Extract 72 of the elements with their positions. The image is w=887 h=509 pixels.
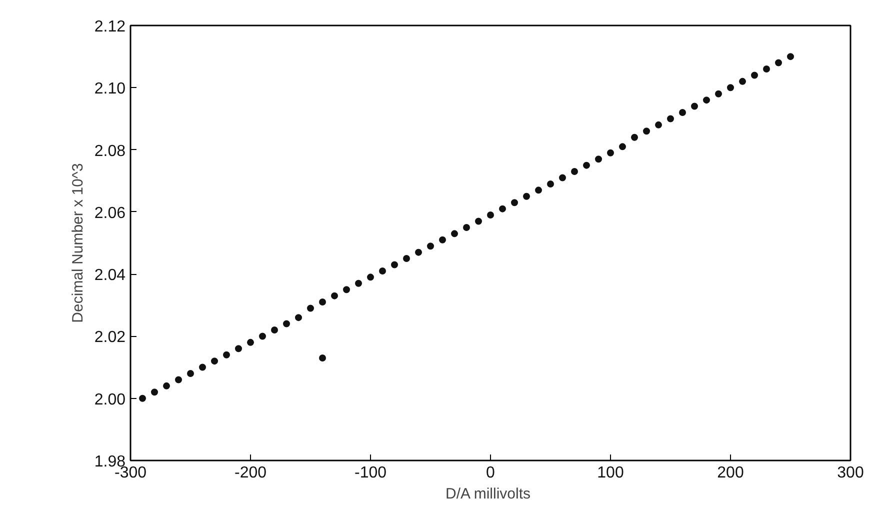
x-tick-label: 200 <box>717 464 744 482</box>
point <box>427 242 434 250</box>
point <box>283 320 290 328</box>
point <box>271 326 278 334</box>
point <box>679 109 686 116</box>
point <box>211 358 218 365</box>
point <box>415 248 422 256</box>
point <box>535 186 542 194</box>
point <box>475 218 482 225</box>
point <box>151 388 158 396</box>
point <box>631 134 638 141</box>
point <box>571 168 578 176</box>
point <box>343 286 350 294</box>
y-tick-label: 2.02 <box>94 329 126 346</box>
point <box>235 345 242 352</box>
point <box>319 354 326 362</box>
y-tick-label: 2.00 <box>94 391 126 408</box>
y-tick-label: 2.10 <box>94 80 126 98</box>
point <box>295 314 302 322</box>
point <box>547 180 554 188</box>
point <box>667 115 674 122</box>
point <box>139 394 146 402</box>
y-tick-label: 2.08 <box>94 142 126 160</box>
point <box>247 338 254 346</box>
point <box>691 102 698 110</box>
point <box>643 128 650 135</box>
point <box>187 370 194 377</box>
point <box>751 72 758 79</box>
point <box>787 53 794 60</box>
point <box>319 298 326 306</box>
point <box>559 174 566 182</box>
y-tick-label: 2.04 <box>94 267 126 284</box>
x-tick-label: 300 <box>837 464 864 482</box>
point <box>499 205 506 212</box>
point <box>727 84 734 92</box>
point <box>511 199 518 206</box>
x-tick-label: -100 <box>354 464 387 482</box>
x-tick-label: 100 <box>597 464 624 482</box>
point <box>763 66 770 72</box>
point <box>223 351 230 358</box>
y-tick-label: 2.06 <box>94 204 126 222</box>
point <box>307 304 314 312</box>
point <box>403 255 410 262</box>
point <box>655 121 662 128</box>
point <box>391 261 398 268</box>
point <box>175 376 182 384</box>
y-axis-title: Decimal Number x 10^3 <box>69 163 86 323</box>
point <box>463 224 470 231</box>
x-tick-label: -300 <box>114 464 147 482</box>
point <box>583 162 590 169</box>
point <box>703 96 710 104</box>
point <box>355 280 362 287</box>
point <box>775 59 782 66</box>
point <box>451 230 458 238</box>
point <box>163 382 170 390</box>
point <box>715 90 722 98</box>
point <box>487 212 494 219</box>
point <box>595 156 602 163</box>
point <box>199 364 206 371</box>
x-tick-label: -200 <box>234 464 267 482</box>
point <box>739 78 746 85</box>
point <box>331 292 338 300</box>
x-tick-label: 0 <box>486 464 496 482</box>
x-axis-title: D/A millivolts <box>445 486 531 502</box>
point <box>619 143 626 150</box>
point <box>439 236 446 244</box>
point <box>367 274 374 281</box>
point <box>523 192 530 200</box>
point <box>379 267 386 274</box>
point <box>607 149 614 156</box>
point <box>259 332 266 340</box>
y-tick-label: 2.12 <box>94 18 126 36</box>
